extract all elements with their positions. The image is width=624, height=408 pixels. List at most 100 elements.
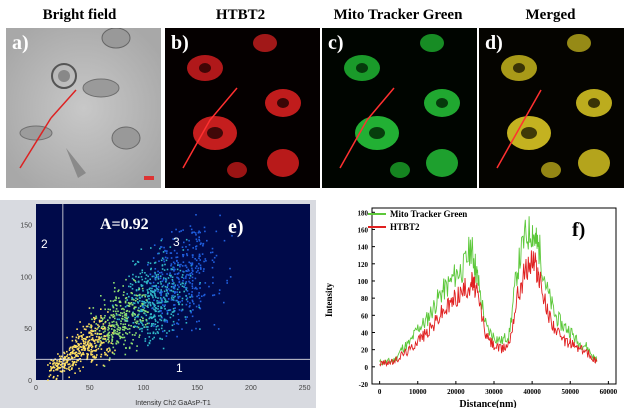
scatter-point	[143, 326, 145, 328]
scatter-point	[126, 293, 128, 295]
scatter-point	[102, 338, 104, 340]
scatter-point	[191, 276, 194, 279]
scatter-point	[112, 325, 114, 328]
scatter-point	[91, 359, 93, 362]
scatter-point	[140, 248, 143, 250]
scatter-point	[144, 295, 146, 298]
scatter-point	[97, 326, 99, 329]
scatter-point	[201, 295, 203, 297]
scatter-point	[148, 298, 150, 300]
scatter-point	[184, 264, 187, 267]
scatter-point	[226, 279, 228, 282]
scatter-point	[111, 340, 113, 342]
scatter-point	[172, 261, 175, 264]
scatter-point	[115, 312, 118, 315]
scatter-point	[193, 231, 195, 233]
scatter-point	[135, 263, 137, 265]
scatter-point	[182, 277, 185, 280]
scatter-point	[117, 326, 120, 329]
scatter-point	[156, 302, 159, 304]
scatter-point	[86, 357, 89, 359]
scatter-point	[104, 351, 106, 354]
scatter-point	[149, 262, 152, 265]
scatter-point	[134, 313, 136, 316]
scatter-point	[71, 335, 74, 338]
scatter-point	[186, 270, 188, 272]
scatter-point	[124, 300, 127, 303]
scatter-point	[154, 273, 156, 275]
scatter-point	[82, 340, 84, 342]
scatter-point	[192, 309, 194, 311]
profile-y-tick-label: 160	[358, 226, 369, 234]
scatter-point	[141, 320, 143, 322]
scatter-point	[176, 273, 179, 275]
scatter-point	[176, 299, 179, 302]
scatter-point	[122, 326, 124, 328]
scatter-point	[81, 336, 83, 338]
scatter-point	[182, 249, 185, 251]
scatter-point	[165, 281, 167, 283]
scatter-point	[186, 300, 189, 303]
scatter-point	[173, 282, 175, 284]
scatter-point	[101, 341, 103, 344]
scatter-point	[123, 326, 126, 328]
scatter-point	[195, 248, 197, 250]
scatter-point	[95, 348, 98, 351]
scatter-point	[182, 255, 184, 258]
scatter-point	[109, 350, 111, 352]
scatter-point	[94, 345, 97, 347]
scatter-point	[82, 345, 85, 347]
scatter-point	[75, 346, 77, 349]
scatter-point	[149, 304, 152, 307]
scatter-point	[159, 302, 161, 304]
scatter-point	[92, 339, 95, 342]
scatter-point	[71, 339, 74, 342]
scatter-point	[195, 286, 197, 289]
scatter-point	[114, 332, 116, 334]
scatter-point	[161, 300, 163, 302]
scatter-point	[152, 323, 155, 325]
scatter-point	[167, 277, 170, 279]
scatter-point	[103, 327, 105, 330]
scatter-point	[173, 270, 175, 272]
scatter-point	[178, 286, 180, 288]
scatter-point	[56, 375, 59, 377]
scatter-point	[172, 283, 174, 286]
scatter-point	[154, 315, 156, 318]
scatter-point	[188, 306, 191, 308]
scatter-point	[56, 365, 58, 367]
scatter-point	[68, 349, 71, 351]
scatter-point	[176, 288, 179, 291]
scatter-point	[150, 293, 152, 296]
scatter-point	[126, 317, 129, 320]
scatter-point	[191, 263, 194, 266]
scatter-point	[79, 360, 82, 363]
colocalization-scatter-plot: 0 50 100 150 200 250 0 50 100 150 A=0.92 e) 1 2 3…	[0, 200, 316, 408]
scatter-point	[107, 329, 109, 331]
scatter-point	[149, 303, 152, 306]
scatter-point	[94, 317, 96, 320]
scatter-point	[120, 308, 123, 310]
scatter-point	[75, 361, 78, 363]
scatter-point	[212, 276, 214, 279]
scatter-point	[176, 335, 178, 338]
legend-label-htbt2: HTBT2	[390, 222, 420, 232]
scatter-point	[188, 239, 190, 242]
scatter-point	[92, 349, 94, 352]
scatter-point	[153, 262, 156, 264]
scatter-point	[166, 311, 169, 314]
scatter-point	[157, 332, 159, 334]
scatter-point	[140, 321, 142, 324]
scatter-y-tick-label: 100	[20, 274, 32, 281]
scatter-point	[186, 273, 188, 276]
scatter-point	[133, 279, 135, 281]
scatter-point	[191, 231, 194, 234]
scatter-point	[177, 297, 180, 299]
scatter-point	[194, 287, 196, 290]
scatter-point	[198, 262, 200, 265]
scatter-point	[147, 264, 149, 266]
scatter-point	[133, 302, 136, 305]
scatter-point	[157, 288, 160, 291]
scatter-point	[161, 285, 164, 288]
scatter-point	[199, 287, 201, 289]
